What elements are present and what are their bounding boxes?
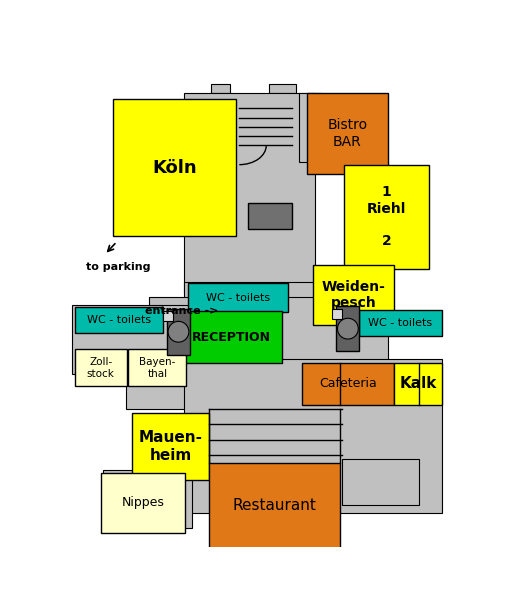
Text: Mauen-
heim: Mauen- heim	[138, 430, 203, 462]
Bar	[211, 84, 230, 93]
Bar	[343, 165, 428, 269]
Bar	[74, 349, 127, 386]
Bar	[128, 349, 186, 386]
Bar	[181, 311, 281, 363]
Bar	[74, 307, 163, 333]
Text: Bistro
BAR: Bistro BAR	[327, 118, 367, 149]
Bar	[72, 305, 191, 374]
Text: WC - toilets: WC - toilets	[368, 318, 431, 328]
Bar	[103, 470, 191, 528]
Bar	[167, 309, 190, 355]
Bar	[299, 93, 322, 162]
Text: Köln: Köln	[152, 159, 196, 177]
Bar	[132, 413, 209, 480]
Bar	[268, 84, 295, 93]
Bar	[183, 93, 314, 293]
Text: Bayen-
thal: Bayen- thal	[139, 357, 175, 379]
Bar	[301, 363, 393, 405]
Bar	[332, 309, 342, 319]
Bar	[307, 93, 387, 174]
Bar	[341, 459, 418, 505]
Text: Kalk: Kalk	[398, 376, 436, 391]
Bar	[358, 310, 441, 336]
Bar	[183, 359, 441, 513]
Bar	[113, 99, 236, 236]
Text: WC - toilets: WC - toilets	[86, 315, 150, 325]
Text: Cafeteria: Cafeteria	[318, 377, 376, 391]
Bar	[247, 203, 292, 229]
Text: WC - toilets: WC - toilets	[206, 293, 269, 303]
Bar	[313, 265, 393, 325]
Text: Restaurant: Restaurant	[232, 498, 316, 514]
Text: Weiden-
pesch: Weiden- pesch	[321, 280, 385, 310]
Text: RECEPTION: RECEPTION	[192, 331, 271, 344]
Bar	[336, 306, 359, 351]
Bar	[149, 297, 387, 370]
Text: entrance ->: entrance ->	[145, 306, 218, 316]
Ellipse shape	[337, 319, 358, 339]
Bar	[126, 370, 199, 409]
Bar	[183, 282, 318, 363]
Bar	[163, 311, 173, 321]
Text: Nippes: Nippes	[121, 496, 164, 509]
Bar	[102, 473, 184, 533]
Bar	[209, 462, 339, 549]
Text: Zoll-
stock: Zoll- stock	[86, 357, 115, 379]
Ellipse shape	[168, 322, 188, 342]
Text: 1
Riehl

2: 1 Riehl 2	[366, 185, 405, 248]
Bar	[187, 284, 287, 312]
Bar	[393, 363, 441, 405]
Text: to parking: to parking	[86, 263, 150, 272]
